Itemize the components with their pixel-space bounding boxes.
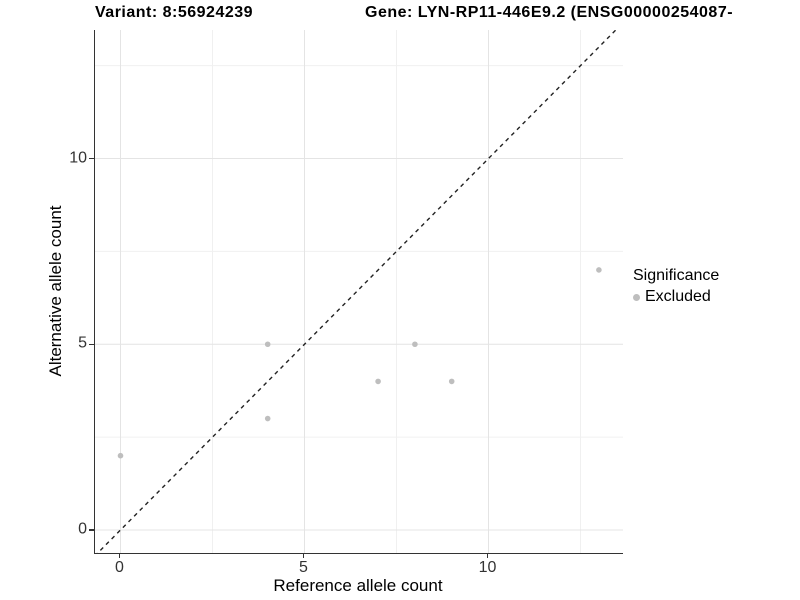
y-tick-mark xyxy=(89,343,94,345)
x-tick-label: 5 xyxy=(299,559,308,576)
identity-line xyxy=(96,30,617,553)
data-point xyxy=(117,452,124,459)
scatter-plot-canvas xyxy=(95,30,623,553)
x-tick-label: 10 xyxy=(478,559,497,576)
x-tick-mark xyxy=(302,553,305,558)
x-tick-label: 0 xyxy=(115,559,124,576)
title-gene-text: Gene: LYN-RP11-446E9.2 (ENSG00000254087- xyxy=(365,4,734,21)
y-tick-label: 10 xyxy=(69,149,87,167)
data-point xyxy=(264,415,271,422)
y-tick-mark xyxy=(89,529,94,531)
data-point xyxy=(412,341,418,348)
excluded-point-icon xyxy=(633,293,640,301)
data-point xyxy=(264,341,271,348)
x-tick-mark xyxy=(118,553,121,558)
y-axis-title: Alternative allele count xyxy=(46,205,65,377)
legend-item-excluded: Excluded xyxy=(633,288,719,306)
data-point xyxy=(596,267,602,273)
legend-title: Significance xyxy=(633,267,720,284)
data-point xyxy=(375,378,381,385)
y-tick-label: 5 xyxy=(78,334,87,352)
plot-panel xyxy=(94,30,623,554)
data-point xyxy=(448,378,455,385)
title-variant-text: Variant: 8:56924239 xyxy=(95,4,254,21)
x-axis-title: Reference allele count xyxy=(273,576,443,595)
legend: Significance Excluded xyxy=(633,267,719,306)
y-tick-label: 0 xyxy=(78,520,87,538)
y-tick-mark xyxy=(89,157,94,160)
legend-item-label: Excluded xyxy=(645,288,711,305)
x-tick-mark xyxy=(486,553,489,558)
plot-title: Variant: 8:56924239 Gene: LYN-RP11-446E9… xyxy=(0,4,800,26)
